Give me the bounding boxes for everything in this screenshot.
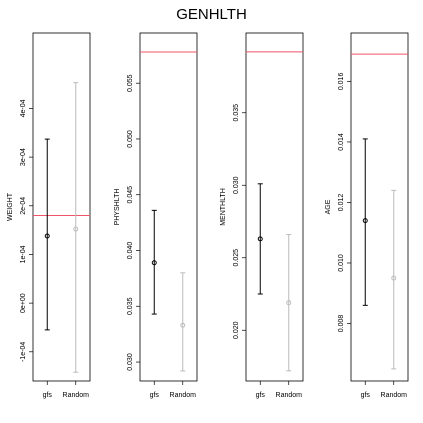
y-tick-label: 0.014: [338, 133, 345, 151]
chart-title: GENHLTH: [176, 6, 247, 23]
x-tick-label: gfs: [43, 392, 53, 399]
y-tick-label: 0.012: [338, 194, 345, 212]
plot-frame: [350, 32, 409, 382]
data-point-random: [73, 226, 79, 232]
y-axis-title: AGE: [325, 199, 332, 214]
y-tick-label: 0e+00: [20, 293, 27, 313]
x-tick-label: Random: [170, 392, 197, 399]
x-tick-label: gfs: [361, 392, 371, 399]
x-tick-label: gfs: [150, 392, 160, 399]
panel-menthlth: 0.020 0.025 0.030 0.035 MENTHLTH gfs Random: [220, 32, 304, 399]
y-axis-title: PHYSHLTH: [114, 189, 121, 226]
y-tick-label: 0.035: [127, 297, 134, 315]
y-tick-label: 0.020: [233, 321, 240, 339]
plot-frame: [245, 32, 304, 382]
y-tick-label: 2e-04: [20, 197, 27, 215]
plot-frame: [32, 32, 91, 382]
y-tick-label: -1e-04: [20, 342, 27, 362]
plot-frame: [139, 32, 198, 382]
y-tick-label: 0.008: [338, 315, 345, 333]
x-tick-label: Random: [276, 392, 303, 399]
data-point-gfs: [257, 236, 263, 242]
data-point-gfs: [362, 218, 368, 224]
panel-age: 0.008 0.010 0.012 0.014 0.016 AGE gfs Random: [325, 32, 409, 399]
x-tick-label: Random: [63, 392, 90, 399]
y-axis-title: MENTHLTH: [220, 188, 227, 226]
data-point-gfs: [44, 233, 50, 239]
data-point-gfs: [151, 260, 157, 266]
panel-physhlth: 0.030 0.035 0.040 0.045 0.050 0.055 PHYSHLTH gf…: [114, 32, 198, 399]
y-tick-label: 0.045: [127, 186, 134, 204]
y-tick-label: 0.040: [127, 242, 134, 260]
y-tick-label: 3e-04: [20, 148, 27, 166]
y-axis-title: WEIGHT: [7, 192, 14, 221]
y-tick-label: 0.016: [338, 73, 345, 91]
panel-weight: -1e-04 0e+00 1e-04 2e-04 3e-04 4e-04 WEIGHT gfs…: [7, 32, 91, 399]
data-point-random: [180, 322, 186, 328]
y-tick-label: 0.035: [233, 104, 240, 122]
y-tick-label: 0.055: [127, 74, 134, 92]
y-tick-label: 0.030: [233, 176, 240, 194]
y-tick-label: 0.030: [127, 353, 134, 371]
y-tick-label: 0.010: [338, 254, 345, 272]
y-tick-label: 4e-04: [20, 99, 27, 117]
data-point-random: [391, 275, 397, 281]
y-tick-label: 0.050: [127, 130, 134, 148]
x-tick-label: Random: [381, 392, 408, 399]
y-tick-label: 1e-04: [20, 245, 27, 263]
y-tick-label: 0.025: [233, 249, 240, 267]
x-tick-label: gfs: [256, 392, 266, 399]
data-point-random: [286, 300, 292, 306]
